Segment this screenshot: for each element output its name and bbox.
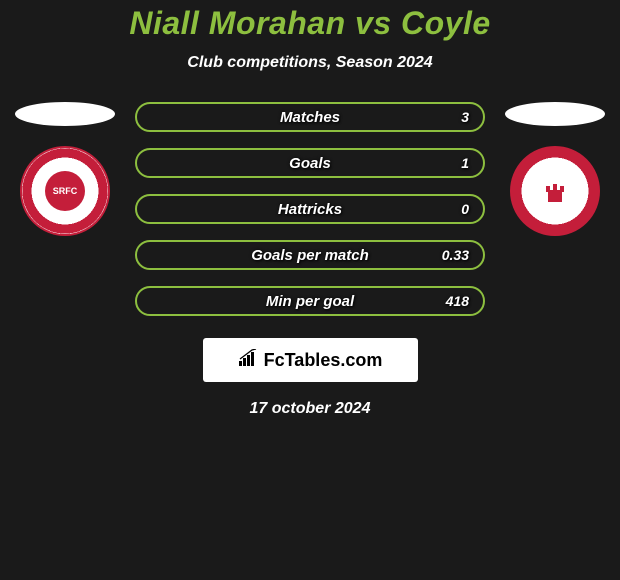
stat-label: Goals per match — [251, 247, 369, 264]
stat-value-right: 1 — [461, 155, 469, 171]
right-crest-emblem — [535, 171, 575, 211]
stat-row-matches: Matches 3 — [135, 102, 485, 132]
page-subtitle: Club competitions, Season 2024 — [0, 54, 620, 72]
right-player-col — [505, 102, 605, 236]
stat-row-hattricks: Hattricks 0 — [135, 194, 485, 224]
castle-icon — [540, 176, 570, 206]
stat-value-right: 0.33 — [442, 247, 469, 263]
right-name-badge — [505, 102, 605, 126]
footer-date: 17 october 2024 — [0, 400, 620, 418]
stat-value-right: 3 — [461, 109, 469, 125]
stat-value-right: 0 — [461, 201, 469, 217]
chart-icon — [238, 349, 258, 372]
left-club-crest: SRFC — [20, 146, 110, 236]
stat-row-min-per-goal: Min per goal 418 — [135, 286, 485, 316]
stat-label: Min per goal — [266, 293, 354, 310]
stat-label: Hattricks — [278, 201, 342, 218]
stat-value-right: 418 — [446, 293, 469, 309]
stat-row-goals-per-match: Goals per match 0.33 — [135, 240, 485, 270]
main-row: SRFC Matches 3 Goals 1 Hattricks 0 Goals… — [0, 102, 620, 316]
page-title: Niall Morahan vs Coyle — [0, 5, 620, 42]
stat-label: Matches — [280, 109, 340, 126]
left-name-badge — [15, 102, 115, 126]
brand-text: FcTables.com — [264, 350, 383, 371]
left-crest-initials: SRFC — [45, 171, 85, 211]
stats-column: Matches 3 Goals 1 Hattricks 0 Goals per … — [135, 102, 485, 316]
stat-label: Goals — [289, 155, 331, 172]
brand-watermark: FcTables.com — [203, 338, 418, 382]
comparison-infographic: Niall Morahan vs Coyle Club competitions… — [0, 0, 620, 418]
left-player-col: SRFC — [15, 102, 115, 236]
stat-row-goals: Goals 1 — [135, 148, 485, 178]
right-club-crest — [510, 146, 600, 236]
